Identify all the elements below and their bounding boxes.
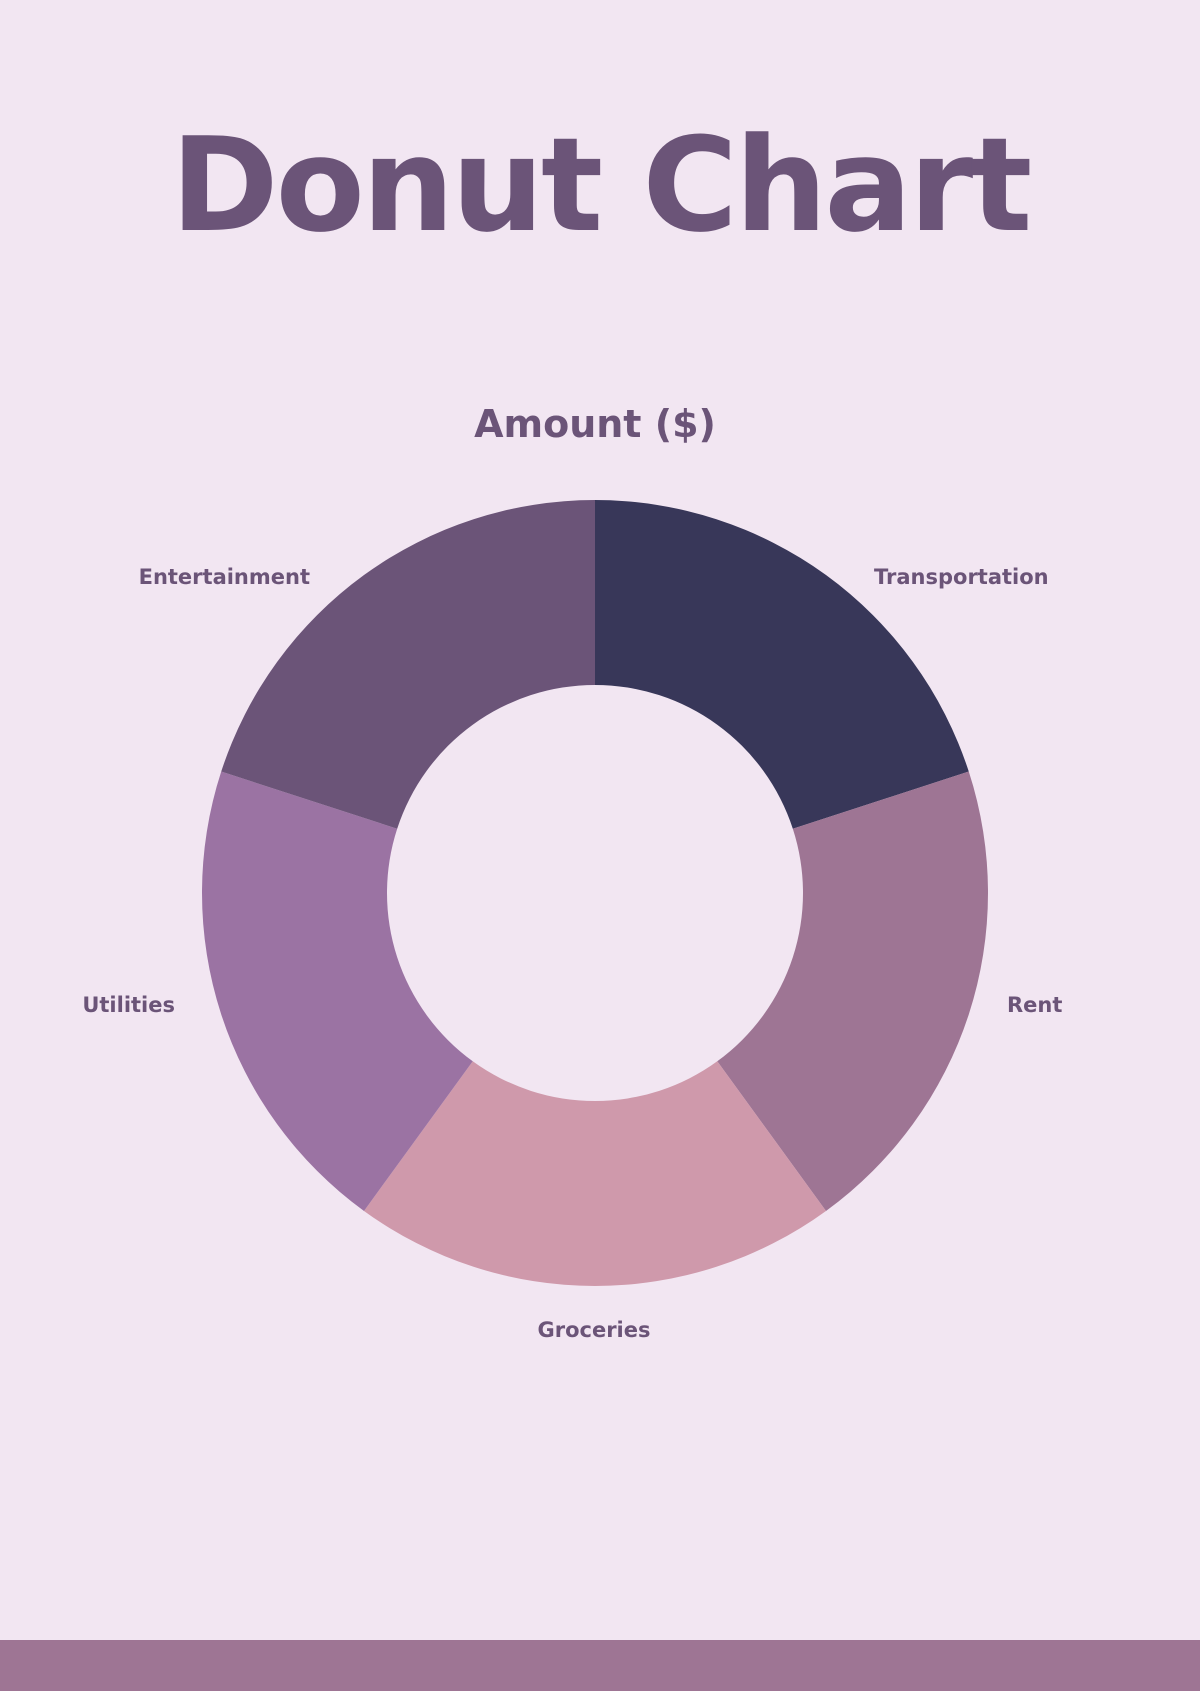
slice-label-rent: Rent — [1007, 993, 1062, 1017]
slice-label-transportation: Transportation — [874, 565, 1049, 589]
slice-label-entertainment: Entertainment — [139, 565, 310, 589]
donut-slice-utilities — [201, 771, 473, 1211]
donut-slice-rent — [717, 771, 988, 1211]
donut-slice-entertainment — [221, 500, 595, 829]
footer-bar — [0, 1640, 1200, 1691]
donut-slice-groceries — [364, 1061, 826, 1287]
page-title: Donut Chart — [170, 109, 1033, 261]
slice-label-groceries: Groceries — [537, 1318, 650, 1342]
chart-title: Amount ($) — [474, 402, 716, 446]
slice-label-utilities: Utilities — [82, 993, 175, 1017]
donut-slice-transportation — [595, 500, 969, 829]
